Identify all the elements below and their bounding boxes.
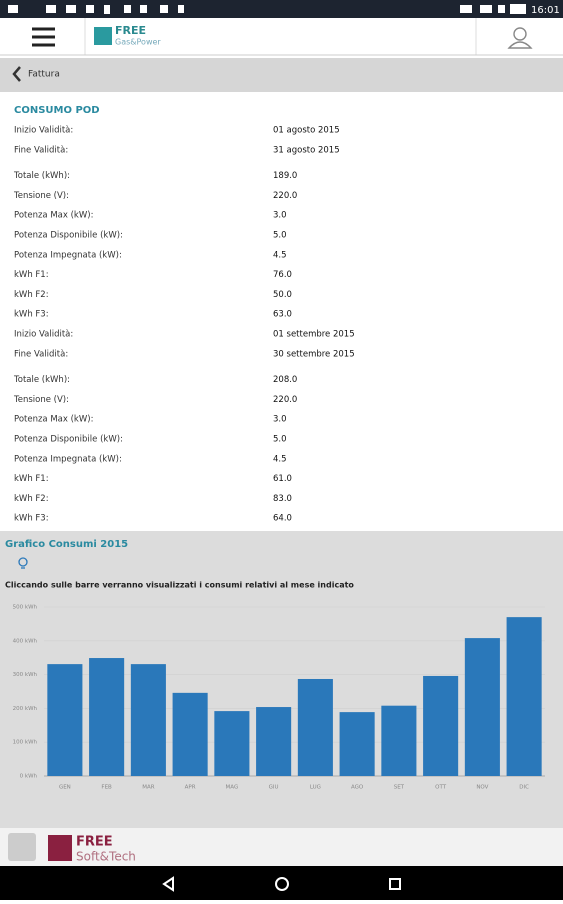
- hint-icon: [18, 557, 28, 569]
- row-value: 3.0: [273, 211, 287, 221]
- logo-title: FREE: [115, 24, 146, 37]
- row-label: Fine Validità:: [14, 145, 68, 155]
- row-label: Potenza Impegnata (kW):: [14, 250, 122, 260]
- row-label: Potenza Disponibile (kW):: [14, 231, 123, 241]
- bar[interactable]: [423, 675, 459, 776]
- row-label: Tensione (V):: [13, 395, 69, 405]
- status-bar: [0, 0, 563, 18]
- nav-bar: [0, 866, 563, 900]
- bar[interactable]: [464, 638, 500, 776]
- x-tick-label: MAG: [226, 785, 239, 791]
- y-tick-label: 0 kWh: [20, 774, 38, 780]
- row-value: 01 agosto 2015: [273, 126, 340, 136]
- bar[interactable]: [47, 664, 83, 776]
- app-header: [0, 18, 563, 55]
- row-label: Totale (kWh):: [13, 171, 70, 181]
- row-label: Potenza Disponibile (kW):: [14, 435, 123, 445]
- row-value: 64.0: [273, 514, 292, 524]
- row-value: 220.0: [273, 191, 297, 201]
- footer-logo-icon: [48, 835, 72, 861]
- row-label: kWh F1:: [14, 474, 49, 484]
- footer-icon: [8, 833, 36, 861]
- row-label: kWh F2:: [14, 290, 49, 300]
- back-label[interactable]: Fattura: [28, 70, 60, 80]
- row-label: Inizio Validità:: [14, 330, 73, 340]
- details-panel: [0, 92, 563, 531]
- row-label: Tensione (V):: [13, 191, 69, 201]
- status-time: 16:01: [531, 5, 560, 16]
- row-label: kWh F3:: [14, 310, 49, 320]
- nav-back[interactable]: [162, 876, 174, 892]
- bar[interactable]: [297, 678, 333, 776]
- bar[interactable]: [172, 692, 208, 776]
- row-label: kWh F3:: [14, 514, 49, 524]
- nav-home[interactable]: [275, 877, 289, 891]
- y-tick-label: 100 kWh: [13, 740, 38, 746]
- bar[interactable]: [130, 664, 166, 776]
- bar[interactable]: [89, 658, 125, 776]
- row-label: Potenza Max (kW):: [14, 415, 93, 425]
- x-tick-label: FEB: [101, 785, 112, 791]
- section-title: CONSUMO POD: [14, 105, 100, 116]
- row-label: kWh F2:: [14, 494, 49, 504]
- row-label: kWh F1:: [14, 270, 49, 280]
- x-tick-label: SET: [394, 785, 405, 791]
- footer-logo-subtitle: Soft&Tech: [76, 850, 136, 864]
- row-value: 3.0: [273, 415, 287, 425]
- row-value: 5.0: [273, 231, 287, 241]
- row-value: 01 settembre 2015: [273, 330, 355, 340]
- logo-icon: [94, 27, 112, 45]
- nav-recent[interactable]: [389, 878, 401, 890]
- y-tick-label: 200 kWh: [13, 706, 38, 712]
- row-value: 220.0: [273, 395, 297, 405]
- row-value: 63.0: [273, 310, 292, 320]
- bar[interactable]: [506, 617, 542, 776]
- menu-button[interactable]: [32, 27, 55, 47]
- bar[interactable]: [214, 711, 250, 776]
- row-value: 4.5: [273, 250, 287, 260]
- row-value: 50.0: [273, 290, 292, 300]
- logo-subtitle: Gas&Power: [115, 38, 161, 47]
- row-value: 31 agosto 2015: [273, 145, 340, 155]
- back-bar[interactable]: [0, 58, 563, 92]
- status-icons: [8, 4, 526, 14]
- chart-title: Grafico Consumi 2015: [5, 539, 128, 550]
- row-label: Potenza Max (kW):: [14, 211, 93, 221]
- x-tick-label: LUG: [310, 785, 321, 791]
- row-value: 4.5: [273, 454, 287, 464]
- row-label: Inizio Validità:: [14, 126, 73, 136]
- row-label: Totale (kWh):: [13, 375, 70, 385]
- row-value: 83.0: [273, 494, 292, 504]
- x-tick-label: GIU: [269, 785, 279, 791]
- row-label: Fine Validità:: [14, 349, 68, 359]
- row-label: Potenza Impegnata (kW):: [14, 454, 122, 464]
- row-value: 208.0: [273, 375, 297, 385]
- x-tick-label: OTT: [435, 785, 447, 791]
- footer-logo-title: FREE: [76, 835, 113, 850]
- user-button[interactable]: [507, 27, 533, 49]
- row-value: 61.0: [273, 474, 292, 484]
- y-tick-label: 300 kWh: [13, 672, 38, 678]
- x-tick-label: AGO: [351, 785, 364, 791]
- bar[interactable]: [339, 712, 375, 776]
- row-value: 30 settembre 2015: [273, 349, 355, 359]
- row-value: 5.0: [273, 435, 287, 445]
- x-tick-label: NOV: [476, 785, 488, 791]
- y-tick-label: 500 kWh: [13, 605, 38, 611]
- row-value: 76.0: [273, 270, 292, 280]
- row-value: 189.0: [273, 171, 297, 181]
- y-tick-label: 400 kWh: [13, 638, 38, 644]
- footer: [0, 828, 563, 866]
- x-tick-label: MAR: [142, 785, 155, 791]
- bar[interactable]: [256, 707, 292, 776]
- x-tick-label: APR: [185, 785, 196, 791]
- bar[interactable]: [381, 705, 417, 776]
- x-tick-label: GEN: [59, 785, 71, 791]
- x-tick-label: DIC: [519, 785, 529, 791]
- back-arrow[interactable]: [12, 66, 21, 82]
- chart-subtitle: Cliccando sulle barre verranno visualizz…: [5, 581, 354, 590]
